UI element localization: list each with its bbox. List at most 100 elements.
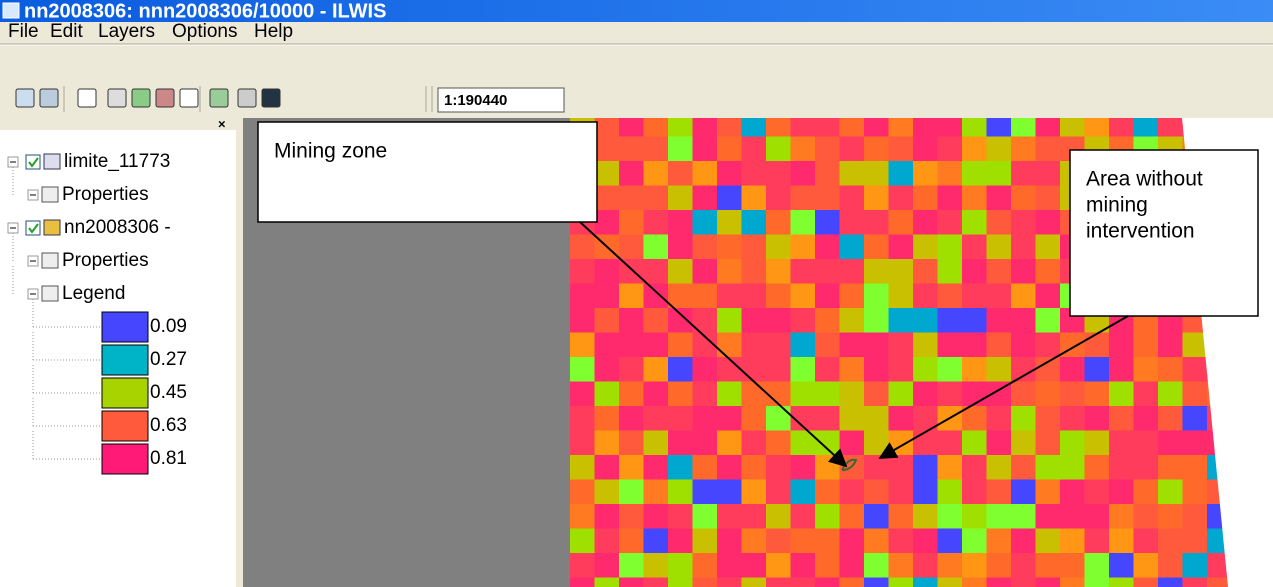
item-icon [41, 285, 59, 302]
raster-cell [1182, 332, 1208, 358]
raster-cell [619, 430, 644, 456]
layer-name[interactable]: limite_11773 [64, 151, 170, 172]
raster-cell [864, 185, 889, 211]
scale-text: 1:190440 [444, 92, 507, 109]
raster-cell [619, 259, 644, 284]
raster-cell [570, 259, 595, 284]
raster-cell [668, 577, 693, 587]
raster-cell [741, 553, 767, 578]
raster-cell [839, 185, 865, 211]
raster-cell [864, 332, 889, 358]
tool-button[interactable] [77, 88, 97, 108]
raster-cell [1011, 161, 1036, 186]
tool-button[interactable] [131, 88, 151, 108]
raster-cell [962, 234, 987, 260]
raster-cell [741, 504, 767, 529]
raster-cell [717, 553, 742, 578]
raster-cell [594, 118, 620, 137]
menu-item[interactable]: Help [254, 21, 293, 42]
menu-item[interactable]: Edit [50, 21, 83, 42]
raster-cell [741, 332, 767, 358]
checkbox[interactable] [25, 220, 41, 236]
raster-cell [913, 118, 938, 137]
layer-name[interactable]: nn2008306 - [64, 217, 171, 238]
raster-cell [1035, 308, 1061, 333]
raster-cell [790, 528, 816, 554]
layer-icon [43, 219, 61, 236]
legend-swatch [101, 443, 149, 475]
raster-cell [790, 210, 816, 235]
raster-cell [790, 553, 816, 578]
raster-cell [594, 357, 620, 382]
raster-cell [913, 259, 938, 284]
tool-button[interactable] [261, 88, 281, 108]
tree-item[interactable]: Properties [62, 250, 149, 271]
raster-cell [986, 308, 1012, 333]
menu-item[interactable]: Layers [98, 21, 155, 42]
raster-cell [1035, 234, 1061, 260]
menu-item[interactable]: Options [172, 21, 237, 42]
raster-cell [1060, 430, 1085, 456]
raster-cell [692, 283, 718, 309]
raster-cell [1035, 283, 1061, 309]
raster-cell [1182, 430, 1208, 456]
raster-cell [962, 357, 987, 382]
tree-item[interactable]: Legend [62, 283, 125, 304]
legend-swatch [101, 344, 149, 376]
raster-cell [570, 234, 595, 260]
tool-button[interactable] [179, 88, 199, 108]
raster-cell [986, 357, 1012, 382]
raster-cell [1133, 479, 1159, 505]
raster-cell [594, 185, 620, 211]
legend-swatch [101, 410, 149, 442]
raster-cell [864, 406, 889, 431]
raster-cell [741, 381, 767, 407]
raster-cell [1060, 455, 1085, 480]
tool-button[interactable] [15, 88, 35, 108]
scale-box[interactable] [437, 87, 565, 113]
raster-cell [937, 283, 963, 309]
raster-cell [986, 332, 1012, 358]
raster-cell [1060, 577, 1085, 587]
raster-cell [594, 283, 620, 309]
raster-cell [839, 381, 865, 407]
raster-cell [790, 259, 816, 284]
tool-button[interactable] [237, 88, 257, 108]
checkbox[interactable] [25, 154, 41, 170]
raster-cell [594, 455, 620, 480]
raster-cell [594, 430, 620, 456]
raster-cell [1060, 553, 1085, 578]
raster-cell [888, 308, 914, 333]
raster-cell [1035, 161, 1061, 186]
raster-cell [668, 234, 693, 260]
raster-cell [815, 479, 840, 505]
tool-button[interactable] [107, 88, 127, 108]
tool-button[interactable] [39, 88, 59, 108]
tree-item[interactable]: Properties [62, 184, 149, 205]
raster-cell [668, 283, 693, 309]
raster-cell [717, 430, 742, 456]
raster-cell [594, 479, 620, 505]
raster-cell [937, 577, 963, 587]
raster-cell [668, 504, 693, 529]
raster-cell [717, 528, 742, 554]
raster-cell [1084, 381, 1110, 407]
raster-cell [1133, 553, 1159, 578]
raster-cell [717, 118, 742, 137]
raster-cell [1035, 479, 1061, 505]
raster-cell [937, 136, 963, 162]
raster-cell [717, 136, 742, 162]
legend-label: 0.09 [150, 316, 187, 337]
raster-cell [619, 504, 644, 529]
raster-cell [692, 504, 718, 529]
raster-cell [692, 161, 718, 186]
raster-cell [790, 234, 816, 260]
raster-cell [1084, 455, 1110, 480]
close-panel[interactable]: × [218, 116, 226, 131]
menu-item[interactable]: File [8, 21, 39, 42]
callout-box [1069, 149, 1259, 317]
raster-cell [986, 283, 1012, 309]
tool-button[interactable] [209, 88, 229, 108]
tool-button[interactable] [155, 88, 175, 108]
raster-cell [962, 455, 987, 480]
